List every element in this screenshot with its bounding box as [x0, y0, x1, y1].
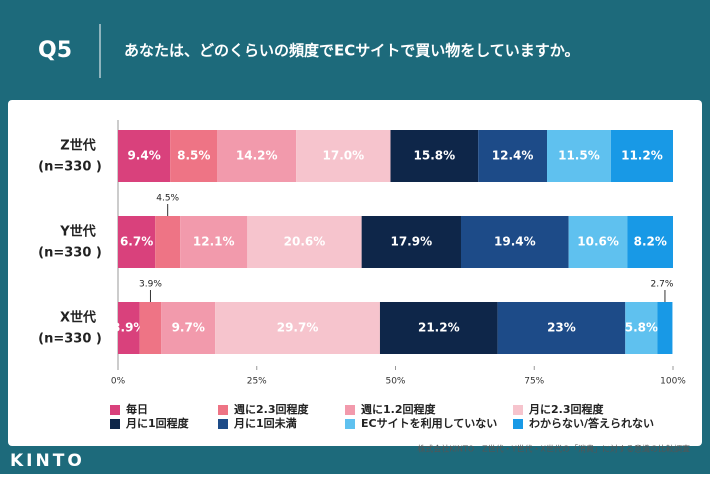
data-label: 17.9%	[390, 235, 432, 249]
legend-label: 週に2.3回程度	[234, 402, 309, 416]
x-tick-label: 100%	[660, 377, 686, 387]
legend-swatch	[513, 405, 523, 415]
data-label: 17.0%	[323, 149, 365, 163]
bar-segment	[497, 302, 626, 354]
data-label: 11.5%	[558, 149, 600, 163]
legend-label: 月に2.3回程度	[528, 402, 604, 416]
bar-segment	[118, 216, 156, 268]
data-label: 6.7%	[120, 235, 153, 249]
legend-label: ECサイトを利用していない	[361, 416, 497, 430]
bar-segment	[215, 302, 380, 354]
data-label: 20.6%	[284, 235, 326, 249]
bar-segment	[478, 130, 548, 182]
bar-segment	[460, 216, 569, 268]
x-tick-label: 50%	[385, 377, 405, 387]
bar-segment	[155, 216, 181, 268]
legend-swatch	[110, 419, 120, 429]
legend-swatch	[218, 419, 228, 429]
data-label: 23%	[547, 321, 576, 335]
category-sublabel: (n=330 )	[38, 246, 102, 261]
data-label: 14.2%	[236, 149, 278, 163]
legend-label: 月に1回未満	[233, 416, 297, 430]
data-label: 9.7%	[172, 321, 205, 335]
legend-label: 週に1.2回程度	[361, 402, 436, 416]
x-tick-label: 25%	[247, 377, 267, 387]
legend-swatch	[110, 405, 120, 415]
data-label: 9.4%	[127, 149, 160, 163]
content-card	[8, 100, 702, 446]
bar-segment	[118, 302, 140, 354]
bar-segment	[139, 302, 162, 354]
question-label: Q5	[38, 38, 72, 63]
category-sublabel: (n=330 )	[38, 332, 102, 347]
bar-segment	[547, 130, 611, 182]
category-label: X世代	[60, 310, 96, 326]
bar-segment	[390, 130, 479, 182]
bar-segment	[379, 302, 498, 354]
bar-segment	[170, 130, 218, 182]
data-label: 4.5%	[156, 194, 179, 204]
data-label: 2.7%	[651, 280, 674, 290]
bar-segment	[180, 216, 248, 268]
bar-segment	[118, 130, 171, 182]
legend-swatch	[345, 419, 355, 429]
category-label: Z世代	[60, 138, 95, 154]
source: 株式会社KINTO Z世代・Y世代・X世代の「消費」に対する意識の比較調査	[417, 444, 690, 454]
legend-label: 毎日	[126, 402, 148, 416]
bar-segment	[568, 216, 628, 268]
category-label: Y世代	[59, 224, 95, 240]
data-label: 15.8%	[414, 149, 456, 163]
legend-swatch	[218, 405, 228, 415]
category-sublabel: (n=330 )	[38, 160, 102, 175]
data-label: 21.2%	[418, 321, 460, 335]
bar-segment	[610, 130, 673, 182]
bar-segment	[247, 216, 362, 268]
data-label: 8.2%	[634, 235, 667, 249]
bar-segment	[161, 302, 216, 354]
data-label: 3.9%	[112, 321, 145, 335]
data-label: 11.2%	[621, 149, 663, 163]
bar-segment	[657, 302, 673, 354]
bar-segment	[627, 216, 673, 268]
legend-label: わからない/答えられない	[529, 416, 654, 430]
x-tick-label: 75%	[524, 377, 544, 387]
legend-swatch	[513, 419, 523, 429]
bar-segment	[217, 130, 297, 182]
data-label: 3.9%	[139, 280, 162, 290]
bar-segment	[625, 302, 658, 354]
data-label: 29.7%	[277, 321, 319, 335]
data-label: 19.4%	[494, 235, 536, 249]
data-label: 10.6%	[577, 235, 619, 249]
bar-segment	[296, 130, 391, 182]
data-label: 12.1%	[193, 235, 235, 249]
x-tick-label: 0%	[111, 377, 126, 387]
legend-label: 月に1回程度	[125, 416, 190, 430]
bar-segment	[361, 216, 461, 268]
data-label: 12.4%	[492, 149, 534, 163]
chart-title: あなたは、どのくらいの頻度でECサイトで買い物をしていますか。	[124, 42, 580, 60]
logo: KINTO	[10, 451, 85, 471]
data-label: 5.8%	[625, 321, 658, 335]
legend-swatch	[345, 405, 355, 415]
data-label: 8.5%	[177, 149, 210, 163]
